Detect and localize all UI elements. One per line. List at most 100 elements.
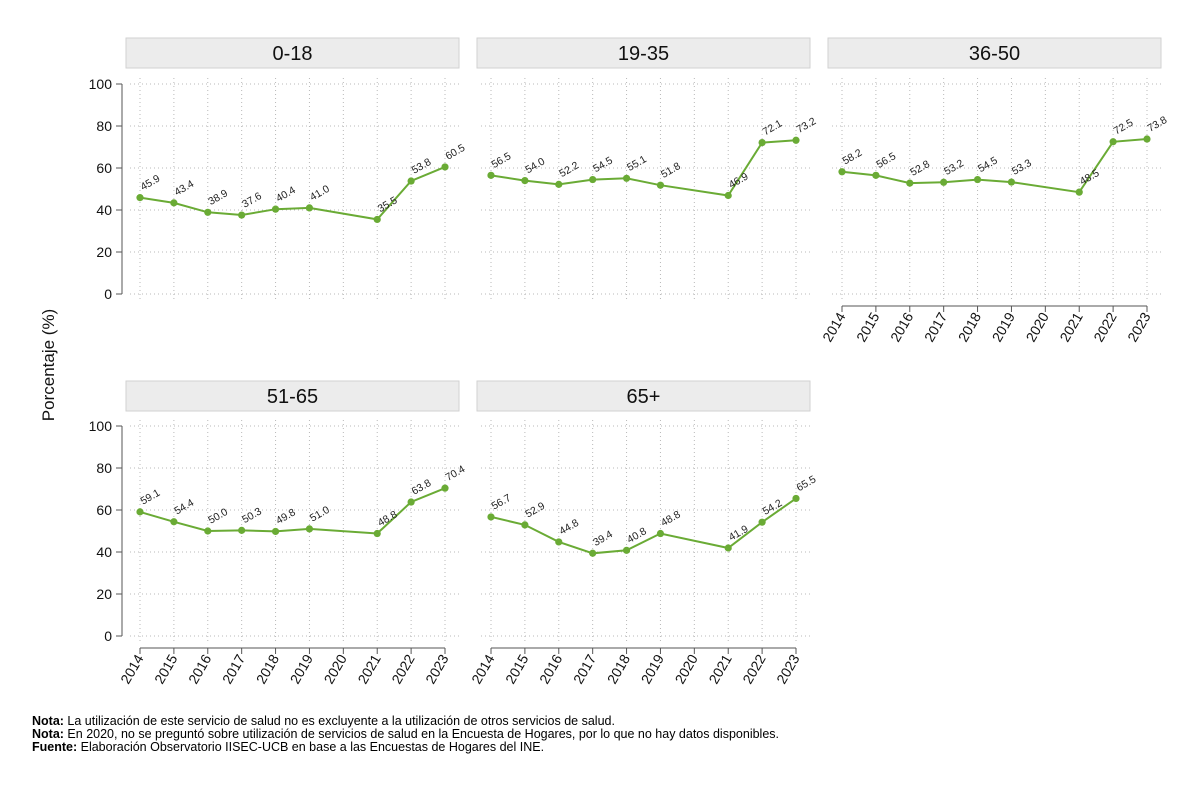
panel-5-point [725, 544, 732, 551]
panel-3-point [1076, 189, 1083, 196]
panel-2-data-label: 55.1 [625, 153, 649, 174]
panel-4-x-tick-label: 2018 [253, 651, 283, 686]
panel-5-point [759, 519, 766, 526]
panel-2-data-label: 73.2 [795, 115, 819, 136]
panel-4-point [408, 498, 415, 505]
panel-2-data-label: 54.0 [523, 156, 547, 177]
panel-4-title: 51-65 [267, 386, 318, 408]
panel-1-y-tick-label: 0 [104, 286, 112, 302]
panel-3-point [1143, 135, 1150, 142]
panel-4-y-tick-label: 100 [89, 418, 113, 434]
panel-2-point [792, 137, 799, 144]
panel-4-point [272, 528, 279, 535]
panel-1-title: 0-18 [272, 43, 312, 65]
panel-4-x-tick-label: 2023 [422, 651, 452, 686]
panel-1-y-tick-label: 20 [96, 244, 112, 260]
panel-4-y-tick-label: 20 [96, 586, 112, 602]
panel-3-x-tick-label: 2022 [1090, 309, 1120, 344]
panel-1-y-tick-label: 100 [89, 76, 113, 92]
panel-1-data-label: 43.4 [172, 178, 196, 199]
panel-3-x-tick-label: 2020 [1022, 309, 1052, 344]
panel-5-data-label: 48.8 [659, 508, 683, 529]
panel-3-x-tick-label: 2019 [989, 309, 1019, 344]
panel-3-data-label: 54.5 [976, 154, 1000, 175]
panel-4-x-tick-label: 2016 [185, 651, 215, 686]
panel-5-point [521, 521, 528, 528]
panel-4-x-tick-label: 2021 [354, 651, 384, 686]
panel-4-point [238, 527, 245, 534]
panel-5-data-label: 40.8 [625, 525, 649, 546]
source-line: Fuente: Elaboración Observatorio IISEC-U… [32, 741, 779, 754]
panel-5-x-tick-label: 2017 [570, 651, 600, 686]
panel-1-y-tick-label: 40 [96, 202, 112, 218]
panel-1-data-label: 38.9 [206, 187, 230, 208]
panel-3-data-label: 73.8 [1146, 114, 1170, 135]
panel-3-data-label: 53.2 [942, 157, 966, 178]
panel-5-x-tick-label: 2022 [739, 651, 769, 686]
panel-2-data-label: 52.2 [557, 159, 581, 180]
panel-4-x-tick-label: 2022 [388, 651, 418, 686]
panel-4-x-tick-label: 2017 [219, 651, 249, 686]
panel-5-x-tick-label: 2020 [671, 651, 701, 686]
panel-1-point [136, 194, 143, 201]
panel-4-point [374, 530, 381, 537]
panel-5-point [555, 538, 562, 545]
panel-5-x-tick-label: 2021 [705, 651, 735, 686]
panel-1-data-label: 37.6 [240, 190, 264, 211]
panel-5-point [792, 495, 799, 502]
panel-2-data-label: 72.1 [761, 117, 785, 138]
panel-3-data-label: 56.5 [874, 150, 898, 171]
panel-4-data-label: 50.3 [240, 505, 264, 526]
panel-5-x-tick-label: 2016 [536, 651, 566, 686]
panel-2-point [487, 172, 494, 179]
panel-4-data-label: 48.8 [376, 508, 400, 529]
panel-4-point [441, 485, 448, 492]
panel-1-point [374, 216, 381, 223]
panel-3-x-tick-label: 2017 [921, 309, 951, 344]
panel-3-x-tick-label: 2021 [1056, 309, 1086, 344]
panel-4-x-tick-label: 2019 [287, 651, 317, 686]
panel-2-point [589, 176, 596, 183]
panel-2-point [657, 182, 664, 189]
panel-1-point [170, 199, 177, 206]
panel-4-data-label: 54.4 [172, 497, 196, 518]
panel-4-data-label: 50.0 [206, 506, 230, 527]
panel-2-point [623, 175, 630, 182]
panel-5-data-label: 44.8 [557, 517, 581, 538]
panel-5-point [623, 547, 630, 554]
panel-5-x-tick-label: 2018 [604, 651, 634, 686]
panel-3-title: 36-50 [969, 43, 1020, 65]
panel-4-point [170, 518, 177, 525]
panel-2-data-label: 51.8 [659, 160, 683, 181]
panel-4-data-label: 49.8 [274, 506, 298, 527]
panel-5-title: 65+ [627, 386, 661, 408]
panel-4-data-label: 59.1 [139, 487, 163, 508]
panel-5-data-label: 65.5 [795, 473, 819, 494]
panel-5-data-label: 56.7 [490, 492, 514, 513]
panel-5-x-tick-label: 2019 [638, 651, 668, 686]
panel-1-data-label: 41.0 [308, 183, 332, 204]
panel-3-data-label: 72.5 [1112, 117, 1136, 138]
chart-notes: Nota: La utilización de este servicio de… [32, 715, 779, 754]
panel-4-y-tick-label: 40 [96, 544, 112, 560]
panel-1-point [408, 177, 415, 184]
panel-3-point [1008, 178, 1015, 185]
panel-3-x-tick-label: 2018 [955, 309, 985, 344]
panel-3-x-tick-label: 2014 [819, 309, 849, 344]
panel-1-point [272, 206, 279, 213]
panel-1-y-tick-label: 80 [96, 118, 112, 134]
panel-4-point [204, 527, 211, 534]
panel-2-point [725, 192, 732, 199]
panel-1-point [306, 204, 313, 211]
panel-1-data-label: 40.4 [274, 184, 298, 205]
panel-3-point [974, 176, 981, 183]
y-axis-label: Porcentaje (%) [39, 309, 58, 421]
panel-2-point [521, 177, 528, 184]
panel-1-point [238, 211, 245, 218]
panel-5-point [487, 513, 494, 520]
panel-3-point [872, 172, 879, 179]
panel-4-x-tick-label: 2020 [320, 651, 350, 686]
panel-3-data-label: 58.2 [841, 147, 865, 168]
panel-4-point [306, 525, 313, 532]
panel-2-data-label: 46.9 [727, 170, 751, 191]
